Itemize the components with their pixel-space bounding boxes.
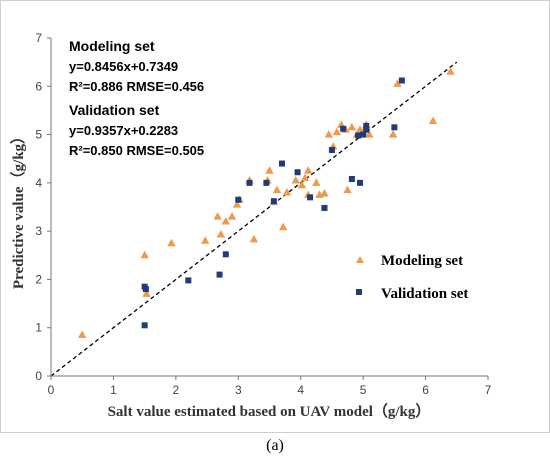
validation-point: [185, 277, 192, 284]
validation-point: [340, 125, 347, 132]
modeling-point: [297, 180, 307, 189]
legend-square-marker: [356, 289, 362, 295]
validation-point: [355, 132, 362, 139]
legend-modeling-label: Modeling set: [381, 253, 463, 269]
validation-point: [328, 147, 335, 154]
y-tick-label: 0: [35, 369, 42, 383]
validation-point: [360, 131, 367, 138]
modeling-point: [279, 222, 288, 231]
y-tick-label: 5: [35, 128, 42, 142]
modeling-point: [221, 216, 230, 225]
modeling-point: [365, 130, 374, 138]
validation-point: [235, 196, 242, 203]
x-tick-label: 6: [422, 383, 429, 397]
legend: Modeling set Validation set: [356, 253, 468, 302]
validation-point: [141, 322, 148, 329]
modeling-point: [300, 173, 310, 182]
modeling-point: [227, 212, 237, 220]
annotation-modeling: Modeling set y=0.8456x+0.7349 R²=0.886 R…: [69, 38, 204, 94]
modeling-point: [213, 212, 222, 220]
annotation-modeling-title: Modeling set: [69, 38, 155, 54]
validation-point: [216, 271, 223, 278]
y-tick-label: 2: [35, 272, 42, 286]
modeling-point: [167, 238, 176, 247]
modeling-point: [200, 236, 210, 244]
annotation-validation-stats: R²=0.850 RMSE=0.505: [69, 143, 204, 158]
validation-point: [348, 175, 355, 182]
validation-point: [263, 179, 270, 186]
modeling-point: [428, 116, 438, 125]
modeling-point: [272, 185, 282, 194]
annotation-validation-equation: y=0.9357x+0.2283: [69, 123, 178, 138]
x-tick-label: 7: [485, 383, 492, 397]
validation-point: [270, 198, 277, 205]
validation-point: [391, 124, 398, 131]
x-tick-label: 2: [173, 383, 180, 397]
legend-triangle-marker: [356, 256, 364, 263]
validation-point: [142, 286, 149, 293]
x-tick-label: 3: [235, 383, 242, 397]
y-tick-label: 6: [35, 79, 42, 93]
modeling-point: [324, 130, 334, 138]
y-tick-label: 4: [35, 176, 42, 190]
x-tick-label: 0: [48, 383, 55, 397]
modeling-point: [347, 122, 357, 131]
modeling-point: [249, 234, 259, 243]
modeling-point: [320, 188, 329, 197]
modeling-point: [232, 200, 242, 208]
modeling-point: [343, 185, 352, 194]
reference-line: [50, 61, 458, 377]
modeling-point: [304, 166, 313, 174]
validation-point: [357, 179, 364, 186]
modeling-point: [312, 178, 321, 186]
modeling-point: [446, 67, 455, 75]
validation-point: [278, 160, 285, 167]
x-tick-label: 4: [297, 383, 304, 397]
annotation-validation: Validation set y=0.9357x+0.2283 R²=0.850…: [69, 102, 204, 158]
modeling-point: [282, 188, 292, 196]
validation-point: [363, 126, 370, 133]
y-axis-label: Predictive value（g/kg）: [9, 129, 27, 289]
modeling-point: [393, 79, 402, 87]
modeling-point: [332, 127, 342, 136]
validation-point: [246, 179, 253, 186]
validation-point: [294, 169, 301, 176]
x-tick-label: 5: [360, 383, 367, 397]
annotation-modeling-stats: R²=0.886 RMSE=0.456: [69, 79, 204, 94]
annotation-modeling-equation: y=0.8456x+0.7349: [69, 59, 178, 74]
x-axis-label: Salt value estimated based on UAV model（…: [108, 402, 431, 420]
validation-point: [307, 194, 314, 201]
annotation-validation-title: Validation set: [69, 102, 160, 118]
modeling-point: [388, 130, 398, 138]
legend-validation-label: Validation set: [381, 286, 468, 302]
y-tick-label: 1: [35, 321, 42, 335]
modeling-point: [142, 289, 151, 297]
validation-point: [363, 122, 370, 129]
validation-point: [222, 251, 229, 258]
modeling-point: [78, 330, 87, 338]
modeling-point: [216, 230, 226, 238]
x-tick-label: 1: [110, 383, 117, 397]
validation-point: [321, 204, 328, 211]
y-tick-label: 7: [35, 31, 42, 45]
validation-point: [398, 77, 405, 84]
panel-label: (a): [266, 437, 284, 454]
modeling-point: [265, 166, 274, 174]
y-tick-label: 3: [35, 224, 42, 238]
modeling-point: [291, 175, 300, 184]
modeling-point: [140, 250, 149, 259]
